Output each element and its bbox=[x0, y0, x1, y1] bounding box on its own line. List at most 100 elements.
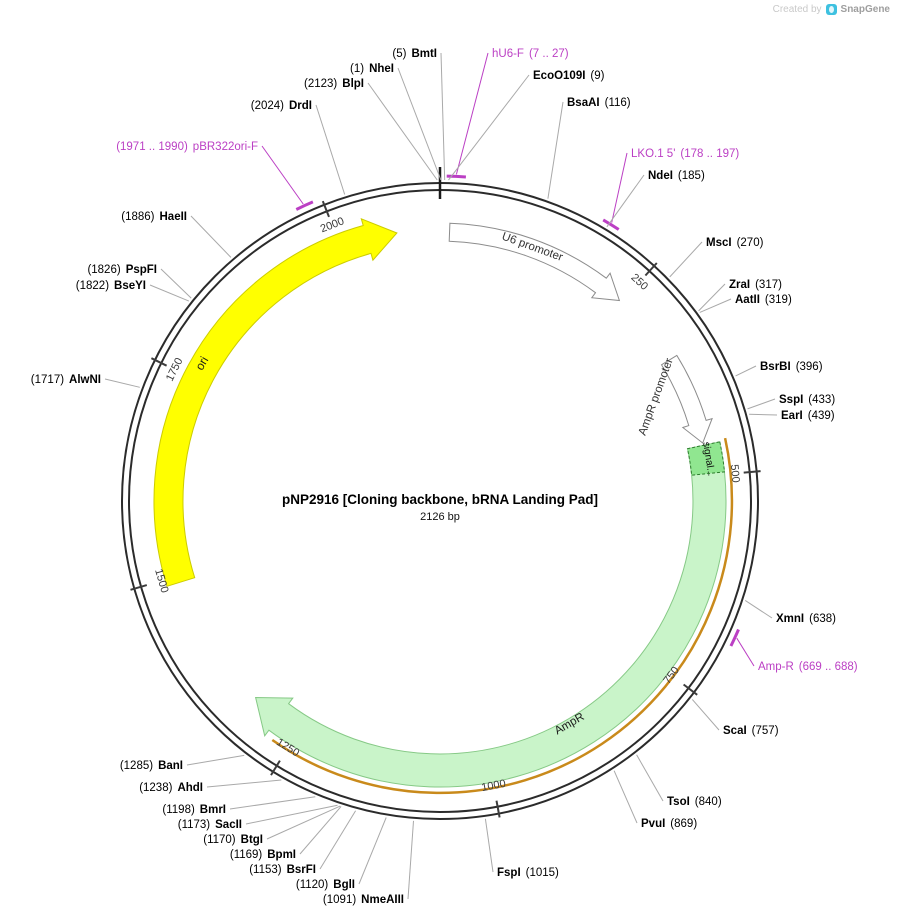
enzyme-label-scai[interactable]: ScaI (757) bbox=[723, 725, 779, 737]
leader-bsrfi bbox=[319, 810, 357, 870]
feature-label-ori[interactable]: ori bbox=[193, 354, 212, 373]
feature-ampr-promoter[interactable] bbox=[660, 354, 713, 444]
enzyme-label-xmni[interactable]: XmnI (638) bbox=[776, 613, 836, 625]
leader-haeii bbox=[190, 215, 232, 258]
enzyme-label-bsaai[interactable]: BsaAI (116) bbox=[567, 97, 631, 109]
enzyme-label-bgli[interactable]: (1120) BglI bbox=[296, 879, 355, 891]
leader-btgi bbox=[266, 805, 341, 840]
leader-sspi bbox=[747, 398, 776, 410]
leader-msci bbox=[669, 241, 703, 278]
feature-ampr-cds[interactable] bbox=[254, 441, 727, 788]
leader-fspi bbox=[484, 818, 494, 873]
leader-lko-1-5 bbox=[611, 152, 628, 223]
enzyme-label-blpi[interactable]: (2123) BlpI bbox=[304, 78, 364, 90]
enzyme-label-pspfi[interactable]: (1826) PspFI bbox=[87, 264, 157, 276]
enzyme-label-fspi[interactable]: FspI (1015) bbox=[497, 867, 559, 879]
enzyme-label-bpmi[interactable]: (1169) BpmI bbox=[230, 849, 296, 861]
leader-nmeaiii bbox=[407, 820, 414, 900]
leader-ahdi bbox=[206, 779, 282, 788]
leader-bmti bbox=[440, 52, 446, 181]
primer-mark-lko-1-5[interactable] bbox=[602, 218, 620, 231]
leader-lines bbox=[104, 52, 778, 900]
enzyme-label-msci[interactable]: MscI (270) bbox=[706, 237, 764, 249]
leader-pspfi bbox=[160, 268, 192, 299]
leader-ecoo109i bbox=[448, 74, 530, 181]
enzyme-label-eari[interactable]: EarI (439) bbox=[781, 410, 835, 422]
enzyme-label-bmri[interactable]: (1198) BmrI bbox=[162, 804, 226, 816]
feature-signal[interactable] bbox=[686, 441, 726, 476]
enzyme-label-tsoi[interactable]: TsoI (840) bbox=[667, 796, 722, 808]
enzyme-label-bsrfi[interactable]: (1153) BsrFI bbox=[249, 864, 316, 876]
primer-label-hu6-f[interactable]: hU6-F (7 .. 27) bbox=[492, 48, 569, 60]
plasmid-title: pNP2916 [Cloning backbone, bRNA Landing … bbox=[282, 492, 598, 507]
tick-500 bbox=[743, 470, 761, 474]
enzyme-label-sspi[interactable]: SspI (433) bbox=[779, 394, 835, 406]
enzyme-label-nmeaiii[interactable]: (1091) NmeAIII bbox=[323, 894, 404, 906]
primer-mark-pbr322ori-f[interactable] bbox=[295, 200, 314, 211]
tick-2000 bbox=[321, 200, 330, 218]
tick-1250 bbox=[270, 760, 281, 776]
enzyme-label-drdi[interactable]: (2024) DrdI bbox=[251, 100, 312, 112]
enzyme-label-btgi[interactable]: (1170) BtgI bbox=[203, 834, 263, 846]
enzyme-label-alwni[interactable]: (1717) AlwNI bbox=[31, 374, 101, 386]
tick-label-1000: 1000 bbox=[480, 778, 506, 794]
leader-zrai bbox=[698, 283, 726, 312]
primer-marks bbox=[295, 174, 740, 647]
feature-u6-promoter[interactable] bbox=[448, 222, 621, 302]
enzyme-label-pvui[interactable]: PvuI (869) bbox=[641, 818, 697, 830]
leader-ndei bbox=[606, 174, 645, 228]
enzyme-label-zrai[interactable]: ZraI (317) bbox=[729, 279, 782, 291]
leader-blpi bbox=[367, 82, 438, 181]
snapgene-logo-icon bbox=[825, 4, 837, 15]
leader-amp-r bbox=[736, 637, 755, 667]
enzyme-label-bani[interactable]: (1285) BanI bbox=[120, 760, 183, 772]
feature-ori[interactable] bbox=[153, 217, 398, 587]
feature-label-signal[interactable]: signal... bbox=[700, 441, 716, 477]
leader-eari bbox=[749, 413, 778, 416]
leader-pbr322ori-f bbox=[261, 145, 304, 205]
enzyme-label-ecoo109i[interactable]: EcoO109I (9) bbox=[533, 70, 605, 82]
watermark-prefix: Created by bbox=[772, 4, 822, 15]
leader-hu6-f bbox=[455, 52, 489, 175]
leader-bgli bbox=[358, 817, 387, 885]
primer-label-amp-r[interactable]: Amp-R (669 .. 688) bbox=[758, 661, 858, 673]
leader-bmri bbox=[229, 796, 316, 810]
enzyme-label-bmti[interactable]: (5) BmtI bbox=[392, 48, 437, 60]
leader-aatii bbox=[699, 298, 732, 313]
enzyme-label-ahdi[interactable]: (1238) AhdI bbox=[139, 782, 203, 794]
watermark-brand: SnapGene bbox=[840, 4, 890, 15]
leader-bpmi bbox=[299, 806, 342, 855]
enzyme-label-ndei[interactable]: NdeI (185) bbox=[648, 170, 705, 182]
plasmid-length: 2126 bp bbox=[420, 511, 460, 523]
primer-label-pbr322ori-f[interactable]: (1971 .. 1990) pBR322ori-F bbox=[116, 141, 258, 153]
tick-1000 bbox=[495, 800, 501, 818]
tick-label-500: 500 bbox=[728, 464, 742, 483]
leader-bsrbi bbox=[735, 365, 757, 377]
feature-amp-outline[interactable] bbox=[271, 437, 734, 795]
enzyme-label-bseyi[interactable]: (1822) BseYI bbox=[76, 280, 146, 292]
enzyme-label-nhei[interactable]: (1) NheI bbox=[350, 63, 394, 75]
leader-scai bbox=[691, 699, 720, 731]
feature-arcs bbox=[153, 217, 734, 795]
feature-label-ampr-promoter[interactable]: AmpR promoter bbox=[637, 357, 676, 438]
tick-1500 bbox=[130, 584, 148, 591]
tick-1750 bbox=[150, 357, 168, 367]
leader-tsoi bbox=[636, 754, 664, 802]
leader-bsaai bbox=[547, 101, 564, 199]
primer-mark-amp-r[interactable] bbox=[729, 628, 740, 647]
leader-bseyi bbox=[149, 284, 190, 302]
primer-label-lko-1-5[interactable]: LKO.1 5' (178 .. 197) bbox=[631, 148, 739, 160]
tick-250 bbox=[644, 262, 658, 277]
leader-alwni bbox=[104, 378, 140, 388]
primer-mark-hu6-f[interactable] bbox=[446, 174, 467, 179]
enzyme-label-aatii[interactable]: AatII (319) bbox=[735, 294, 792, 306]
backbone-circles bbox=[121, 167, 759, 820]
enzyme-label-sacii[interactable]: (1173) SacII bbox=[178, 819, 242, 831]
enzyme-label-bsrbi[interactable]: BsrBI (396) bbox=[760, 361, 823, 373]
leader-nhei bbox=[397, 67, 442, 181]
leader-pvui bbox=[613, 770, 638, 824]
leader-drdi bbox=[315, 104, 346, 195]
leader-bani bbox=[186, 754, 245, 766]
enzyme-label-haeii[interactable]: (1886) HaeII bbox=[121, 211, 187, 223]
